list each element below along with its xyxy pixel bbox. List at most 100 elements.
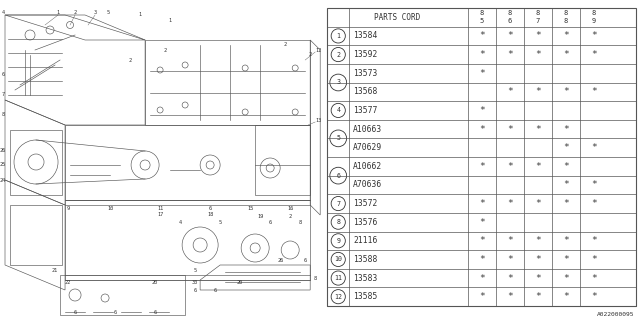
Text: 15: 15 bbox=[247, 205, 253, 211]
Text: 8: 8 bbox=[479, 10, 484, 16]
Text: *: * bbox=[591, 199, 596, 208]
Bar bbox=[65, 200, 310, 280]
Text: 17: 17 bbox=[157, 212, 163, 218]
Text: A10663: A10663 bbox=[353, 124, 383, 133]
Text: 13584: 13584 bbox=[353, 31, 378, 40]
Text: *: * bbox=[479, 236, 484, 245]
Text: *: * bbox=[479, 124, 484, 133]
Text: 6: 6 bbox=[336, 172, 340, 179]
Text: 13: 13 bbox=[315, 117, 321, 123]
Text: 12: 12 bbox=[334, 294, 342, 300]
Text: *: * bbox=[591, 87, 596, 96]
Text: 13585: 13585 bbox=[353, 292, 378, 301]
Text: *: * bbox=[479, 292, 484, 301]
Text: 8: 8 bbox=[536, 10, 540, 16]
Text: 22: 22 bbox=[65, 279, 71, 284]
Text: 26: 26 bbox=[277, 258, 284, 262]
Text: 8: 8 bbox=[564, 19, 568, 24]
Text: *: * bbox=[563, 274, 569, 283]
Text: 3: 3 bbox=[336, 79, 340, 85]
Text: *: * bbox=[563, 31, 569, 40]
Text: *: * bbox=[507, 31, 513, 40]
Text: *: * bbox=[507, 162, 513, 171]
Text: 8: 8 bbox=[564, 10, 568, 16]
Text: *: * bbox=[591, 236, 596, 245]
Text: 6: 6 bbox=[214, 287, 217, 292]
Bar bbox=[10, 130, 62, 195]
Text: 10: 10 bbox=[107, 205, 113, 211]
Text: *: * bbox=[479, 31, 484, 40]
Text: 1: 1 bbox=[168, 18, 172, 22]
Text: 6: 6 bbox=[113, 309, 116, 315]
Text: 8: 8 bbox=[508, 10, 512, 16]
Text: 6: 6 bbox=[193, 287, 196, 292]
Text: *: * bbox=[535, 236, 541, 245]
Text: *: * bbox=[535, 87, 541, 96]
Text: 18: 18 bbox=[207, 212, 213, 218]
Text: 19: 19 bbox=[257, 214, 263, 220]
Text: 6: 6 bbox=[209, 205, 212, 211]
Text: *: * bbox=[591, 255, 596, 264]
Text: A10662: A10662 bbox=[353, 162, 383, 171]
Text: 5: 5 bbox=[193, 268, 196, 273]
Text: *: * bbox=[563, 199, 569, 208]
Text: *: * bbox=[563, 87, 569, 96]
Text: 2: 2 bbox=[336, 52, 340, 58]
Text: *: * bbox=[507, 255, 513, 264]
Text: 1: 1 bbox=[138, 12, 141, 18]
Text: 3: 3 bbox=[93, 10, 97, 14]
Text: *: * bbox=[479, 69, 484, 78]
Text: 25: 25 bbox=[0, 163, 6, 167]
Text: 10: 10 bbox=[334, 256, 342, 262]
Text: *: * bbox=[507, 50, 513, 59]
Text: 6: 6 bbox=[1, 73, 4, 77]
Text: *: * bbox=[507, 199, 513, 208]
Text: A70636: A70636 bbox=[353, 180, 383, 189]
Text: 2: 2 bbox=[164, 47, 166, 52]
Text: *: * bbox=[479, 162, 484, 171]
Text: *: * bbox=[563, 143, 569, 152]
Text: *: * bbox=[479, 199, 484, 208]
Text: 16: 16 bbox=[287, 205, 293, 211]
Text: 5: 5 bbox=[219, 220, 221, 226]
Text: *: * bbox=[591, 292, 596, 301]
Text: *: * bbox=[535, 124, 541, 133]
Text: 13592: 13592 bbox=[353, 50, 378, 59]
Text: *: * bbox=[479, 106, 484, 115]
Text: *: * bbox=[479, 50, 484, 59]
Text: 1: 1 bbox=[56, 10, 60, 14]
Text: *: * bbox=[563, 236, 569, 245]
Text: 6: 6 bbox=[303, 258, 307, 262]
Text: 4: 4 bbox=[1, 10, 4, 14]
Text: *: * bbox=[479, 274, 484, 283]
Text: 9: 9 bbox=[67, 205, 70, 211]
Text: A022000095: A022000095 bbox=[596, 312, 634, 317]
Text: *: * bbox=[563, 292, 569, 301]
Text: 8: 8 bbox=[314, 276, 317, 281]
Text: 5: 5 bbox=[106, 10, 109, 14]
Text: *: * bbox=[591, 31, 596, 40]
Text: *: * bbox=[591, 180, 596, 189]
Text: 2: 2 bbox=[284, 43, 287, 47]
Bar bbox=[10, 205, 62, 265]
Text: *: * bbox=[563, 255, 569, 264]
Text: 13576: 13576 bbox=[353, 218, 378, 227]
Text: 9: 9 bbox=[592, 19, 596, 24]
Text: 2: 2 bbox=[289, 214, 292, 220]
Text: 8: 8 bbox=[1, 113, 4, 117]
Text: *: * bbox=[563, 180, 569, 189]
Text: 20: 20 bbox=[237, 279, 243, 284]
Text: 6: 6 bbox=[508, 19, 512, 24]
Text: 2: 2 bbox=[308, 52, 312, 58]
Text: 6: 6 bbox=[269, 220, 272, 226]
Text: 13568: 13568 bbox=[353, 87, 378, 96]
Text: *: * bbox=[507, 236, 513, 245]
Text: 13577: 13577 bbox=[353, 106, 378, 115]
Text: 26: 26 bbox=[0, 148, 6, 153]
Text: *: * bbox=[535, 274, 541, 283]
Text: 24: 24 bbox=[0, 178, 6, 182]
Text: 11: 11 bbox=[334, 275, 342, 281]
Text: *: * bbox=[479, 218, 484, 227]
Text: A70629: A70629 bbox=[353, 143, 383, 152]
Text: *: * bbox=[563, 50, 569, 59]
